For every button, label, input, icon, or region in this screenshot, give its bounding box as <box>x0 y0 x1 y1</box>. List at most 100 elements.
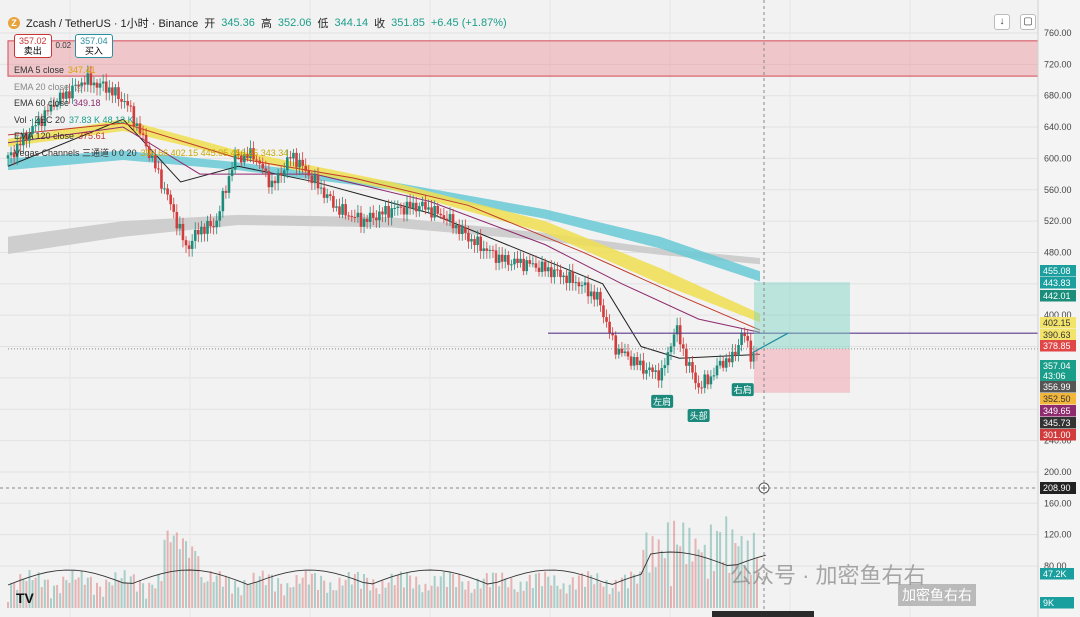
volume-bar <box>562 583 565 608</box>
legend-item-ema120[interactable]: EMA 120 close 375.61 <box>14 128 288 145</box>
volume-bar <box>406 572 409 608</box>
price-tick-label: 720.00 <box>1044 59 1072 69</box>
volume-bar <box>295 574 298 608</box>
volume-bar <box>175 532 178 608</box>
candle-body <box>350 215 354 217</box>
volume-bar <box>132 574 135 608</box>
candle-body <box>724 358 728 368</box>
candle-body <box>436 206 440 214</box>
price-tick-label: 400.00 <box>1044 310 1072 320</box>
buy-button[interactable]: 357.04 买入 <box>75 34 113 58</box>
volume-bar <box>375 588 378 608</box>
price-label-bg <box>1040 317 1076 329</box>
volume-bar <box>301 577 304 608</box>
candle-body <box>328 194 332 197</box>
volume-bar <box>227 577 230 608</box>
candle-body <box>602 305 605 318</box>
volume-bar <box>304 570 307 608</box>
volume-bar <box>246 584 249 608</box>
price-tick-label: 560.00 <box>1044 185 1072 195</box>
candle-body <box>685 348 688 366</box>
volume-bar <box>608 594 611 608</box>
legend-name: Vol · ZEC 20 <box>14 114 66 125</box>
candle-body <box>648 367 651 371</box>
volume-bar <box>673 520 676 608</box>
candle-body <box>55 104 59 107</box>
candle-body <box>22 133 25 146</box>
legend-item-ema20[interactable]: EMA 20 close ◎ <box>14 79 288 96</box>
candle-body <box>417 206 421 212</box>
candle-body <box>31 126 34 134</box>
candle-body <box>107 87 111 93</box>
plot-background <box>0 0 1038 617</box>
candle-body <box>384 206 387 215</box>
volume-bar <box>399 571 402 608</box>
legend-item-vegas[interactable]: Vegas Channels 三通道 0 0 20 396.66 402.15 4… <box>14 145 288 162</box>
volume-bar <box>96 582 99 608</box>
volume-bar <box>317 589 320 608</box>
candle-body <box>144 134 148 147</box>
volume-bar <box>267 574 270 608</box>
candle-body <box>672 334 676 347</box>
price-tick-label: 520.00 <box>1044 216 1072 226</box>
candle-body <box>589 291 593 297</box>
candle-body <box>166 188 169 195</box>
time-scale-chip <box>712 611 814 617</box>
candle-body <box>169 194 172 205</box>
volume-bar <box>120 578 123 608</box>
ema-line <box>7 126 761 333</box>
volume-bar <box>541 586 544 608</box>
candle-body <box>307 170 311 176</box>
fullscreen-icon[interactable]: ▢ <box>1020 14 1036 30</box>
candle-body <box>255 159 258 161</box>
symbol-title[interactable]: Zcash / TetherUS · 1小时 · Binance <box>26 18 199 30</box>
volume-bar <box>313 572 316 608</box>
candle-body <box>411 202 415 209</box>
candle-body <box>553 269 556 278</box>
candle-body <box>737 345 740 356</box>
candle-body <box>224 190 228 193</box>
legend-item-ema5[interactable]: EMA 5 close 347.41 <box>14 62 288 79</box>
candle-body <box>178 223 182 229</box>
volume-bar <box>22 578 25 608</box>
candle-body <box>681 344 685 349</box>
volume-bar <box>700 552 703 608</box>
candle-body <box>215 220 219 228</box>
candle-body <box>68 91 71 99</box>
volume-bar <box>679 546 682 608</box>
legend-item-volume[interactable]: Vol · ZEC 20 37.83 K 48.13 K <box>14 112 288 129</box>
candle-body <box>160 169 163 189</box>
volume-bar <box>108 582 111 608</box>
candle-body <box>184 240 188 246</box>
candle-body <box>286 157 289 171</box>
price-tick-label: 680.00 <box>1044 91 1072 101</box>
open-value: 345.36 <box>221 17 255 29</box>
candle-body <box>513 258 516 265</box>
volume-bar <box>682 522 685 608</box>
volume-bar <box>495 572 498 608</box>
volume-bar <box>224 575 227 608</box>
volume-bar <box>37 572 40 608</box>
volume-bar <box>68 582 71 608</box>
hidden-eye-icon[interactable]: ◎ <box>75 81 83 92</box>
indicator-legend: EMA 5 close 347.41 EMA 20 close ◎ EMA 60 c… <box>14 62 288 161</box>
candle-body <box>531 263 535 265</box>
volume-bar <box>138 580 141 608</box>
candle-body <box>703 374 707 388</box>
candle-body <box>77 84 80 87</box>
sell-button[interactable]: 357.02 卖出 <box>14 34 52 58</box>
volume-bar <box>283 595 286 608</box>
volume-bar <box>7 602 9 608</box>
candle-body <box>537 267 541 272</box>
candle-body <box>580 285 584 287</box>
download-icon[interactable]: ↓ <box>994 14 1010 30</box>
candle-body <box>279 172 283 176</box>
candle-body <box>135 123 139 126</box>
candle-body <box>620 348 624 354</box>
vegas-channel-band <box>8 214 760 265</box>
candle-body <box>743 332 746 337</box>
legend-item-ema60[interactable]: EMA 60 close 349.18 <box>14 95 288 112</box>
volume-bar <box>249 583 252 608</box>
legend-value: 347.41 <box>68 65 96 75</box>
